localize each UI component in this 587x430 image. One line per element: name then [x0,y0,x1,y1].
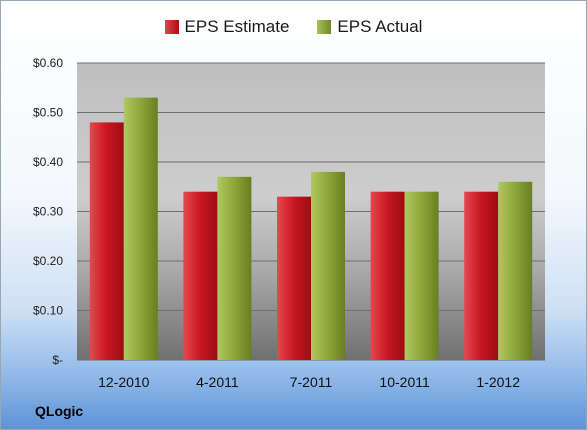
bar-actual [404,191,439,360]
x-tick-label: 7-2011 [290,374,333,390]
x-tick-label: 4-2011 [196,374,239,390]
y-tick-label: $0.60 [33,56,63,70]
x-tick-label: 10-2011 [379,374,430,390]
bar-estimate [183,191,218,360]
bar-actual [123,97,158,361]
bar-actual [217,176,252,360]
legend: EPS Estimate EPS Actual [1,17,586,37]
company-name: QLogic [35,403,84,419]
bar-estimate [464,191,499,360]
bar-estimate [370,191,405,360]
legend-label-actual: EPS Actual [337,17,423,36]
legend-item-estimate: EPS Estimate [164,17,290,37]
y-tick-label: $0.10 [33,304,63,318]
y-tick-label: $0.50 [33,106,63,120]
legend-label-estimate: EPS Estimate [184,17,290,36]
bar-estimate [277,196,311,360]
y-tick-label: $0.20 [33,254,63,268]
legend-swatch-estimate [164,20,179,34]
bar-actual [498,181,533,360]
x-tick-label: 1-2012 [476,374,520,390]
legend-swatch-actual [317,20,332,34]
y-tick-label: $0.30 [33,205,63,219]
bar-actual [311,171,345,360]
y-tick-label: $0.40 [33,155,63,169]
legend-item-actual: EPS Actual [317,17,422,37]
bar-estimate [89,122,124,361]
x-tick-label: 12-2010 [98,374,150,390]
y-tick-label: $- [52,353,63,367]
